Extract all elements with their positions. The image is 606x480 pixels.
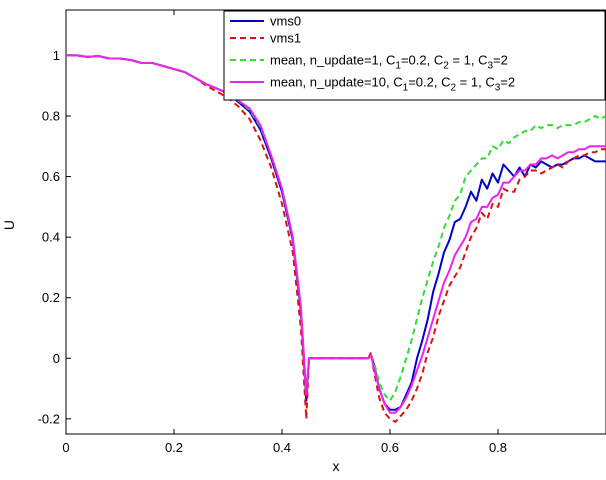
legend-text-part: =2 [493, 53, 508, 68]
y-tick-label: 0.6 [42, 169, 60, 184]
x-tick-label: 0 [62, 440, 69, 455]
legend-subscript-1: 1 [395, 61, 401, 72]
x-tick-label: 0.6 [381, 440, 399, 455]
legend-text-part: = 1, C [456, 75, 495, 90]
legend-entry-vms1: vms1 [270, 31, 301, 46]
y-tick-label: 0.4 [42, 230, 60, 245]
y-tick-label: 0.8 [42, 109, 60, 124]
x-tick-label: 0.2 [165, 440, 183, 455]
legend-entry-mean-nupdate-1: mean, n_update=1, C1=0.2, C2 = 1, C3=2 [270, 53, 508, 72]
series-layer [66, 54, 606, 423]
series-line-3 [66, 54, 606, 414]
y-tick-label: -0.2 [38, 411, 60, 426]
legend-text-part: =0.2, C [408, 75, 450, 90]
legend-subscript-2: 2 [450, 83, 456, 94]
legend-subscript-1: 1 [403, 83, 409, 94]
y-tick-label: 1 [53, 48, 60, 63]
axis-ticks: 0 0.2 0.4 0.6 0.8-0.200.20.40.60.81 [38, 10, 507, 455]
legend-subscript-2: 2 [443, 61, 449, 72]
legend-box [223, 10, 606, 101]
legend-text-part: mean, n_update=10, C [270, 75, 403, 90]
legend-subscript-3: 3 [495, 83, 501, 94]
legend-text-part: = 1, C [449, 53, 488, 68]
x-axis-label: x [333, 458, 340, 474]
y-tick-label: 0.2 [42, 290, 60, 305]
y-tick-label: 0 [53, 351, 60, 366]
x-tick-label: 0.8 [489, 440, 507, 455]
legend-subscript-3: 3 [487, 61, 493, 72]
y-axis-label: U [1, 220, 17, 230]
x-tick-label: 0.4 [273, 440, 291, 455]
legend-text-part: =2 [500, 75, 515, 90]
legend: vms0 vms1 mean, n_update=1, C1=0.2, C2 =… [223, 10, 606, 101]
legend-text-part: mean, n_update=1, C [270, 53, 395, 68]
legend-text-part: =0.2, C [401, 53, 443, 68]
legend-entry-mean-nupdate-10: mean, n_update=10, C1=0.2, C2 = 1, C3=2 [270, 75, 515, 94]
legend-entry-vms0: vms0 [270, 14, 301, 29]
